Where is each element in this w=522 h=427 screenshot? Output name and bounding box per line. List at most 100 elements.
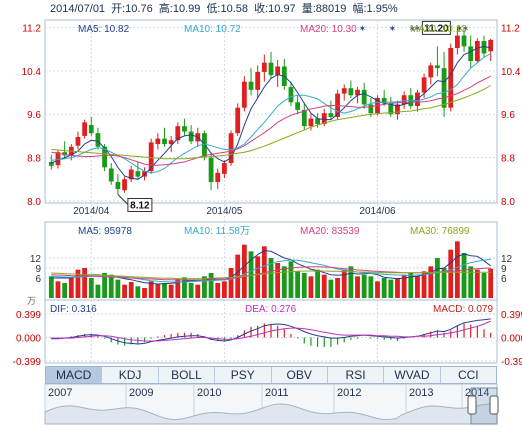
tab-macd[interactable]: MACD — [46, 367, 103, 383]
candle-body — [248, 81, 254, 90]
price-axis-label-right: 8.8 — [501, 154, 515, 165]
tab-wvad[interactable]: WVAD — [384, 367, 441, 383]
candle-body — [315, 118, 320, 124]
candle-body — [321, 113, 327, 124]
volume-bar — [162, 283, 167, 298]
candle-body — [381, 97, 387, 104]
volume-bar — [355, 276, 360, 298]
volume-bar — [281, 266, 287, 298]
indicator-tabs: MACD KDJ BOLL PSY OBV RSI WVAD CCI — [45, 366, 497, 384]
tab-boll[interactable]: BOLL — [159, 367, 216, 383]
volume-bar — [122, 284, 127, 298]
candle-body — [155, 138, 161, 145]
macd-axis-label-right: -0.399 — [501, 357, 522, 368]
low-marker-leader — [117, 194, 129, 205]
price-ma20-label: MA20: 10.30 — [300, 24, 357, 35]
volume-bar — [415, 276, 420, 298]
macd-axis-label-left: 0.000 — [16, 334, 41, 345]
volume-bar — [341, 269, 347, 298]
candle-body — [102, 146, 107, 168]
high-marker-star-icon: ✶ — [414, 23, 422, 33]
candle-body — [88, 125, 94, 134]
volume-bar — [481, 273, 487, 298]
volume-bar — [328, 279, 334, 298]
candle-body — [341, 88, 347, 94]
price-axis-label-right: 9.6 — [501, 110, 515, 121]
macd-axis-label-left: 0.399 — [16, 310, 41, 321]
high-marker-star-icon: ✶ — [409, 23, 417, 33]
price-ma30-line — [51, 85, 491, 160]
quote-high: 高:10.99 — [159, 1, 201, 15]
volume-axis-label-left: 6 — [35, 274, 41, 285]
candle-body — [421, 77, 427, 93]
candle-body — [295, 102, 301, 110]
volume-bar — [155, 284, 161, 298]
candle-body — [162, 138, 167, 145]
candle-body — [215, 172, 221, 183]
candle-body — [168, 140, 174, 145]
low-marker-box — [127, 197, 153, 212]
quote-header: 2014/07/01 开:10.76 高:10.99 低:10.58 收:10.… — [50, 1, 398, 15]
macd-panel — [44, 299, 498, 364]
volume-bar — [128, 282, 134, 298]
volume-bar — [222, 281, 227, 298]
volume-bar — [401, 274, 407, 298]
price-axis-label-left: 9.6 — [27, 110, 41, 121]
volume-bar — [348, 266, 354, 298]
tab-psy[interactable]: PSY — [215, 367, 272, 383]
vol-ma10-label: MA10: 11.58万 — [184, 226, 250, 237]
price-axis-label-right: 11.2 — [501, 23, 520, 34]
price-axis-label-left: 8.0 — [27, 197, 41, 208]
candle-body — [308, 118, 314, 127]
candle-body — [62, 152, 68, 156]
volume-bar — [321, 274, 327, 298]
high-marker-star-icon: ✶ — [456, 23, 464, 33]
candle-body — [128, 169, 134, 180]
candle-body — [255, 71, 261, 90]
volume-bar — [115, 279, 121, 298]
candle-body — [395, 104, 400, 115]
candle-body — [388, 103, 394, 115]
candle-body — [435, 65, 440, 69]
quote-date: 2014/07/01 — [50, 3, 105, 15]
volume-bar — [55, 281, 61, 298]
candle-body — [301, 109, 307, 127]
quote-open: 开:10.76 — [111, 3, 153, 15]
volume-bar — [228, 268, 234, 298]
volume-bar — [441, 268, 447, 298]
tab-obv[interactable]: OBV — [272, 367, 328, 383]
navigator-overview-area — [44, 403, 498, 425]
candle-body — [175, 126, 181, 141]
vol-ma30-label: MA30: 76899 — [410, 226, 470, 237]
date-axis-label: 2014/06 — [359, 206, 396, 217]
macd-label: MACD: 0.079 — [433, 304, 493, 315]
volume-bar — [175, 278, 181, 298]
candle-body — [222, 163, 227, 174]
navigator-year-label: 2009 — [129, 387, 153, 399]
volume-bar — [215, 283, 221, 298]
price-ma5-line — [51, 45, 491, 180]
low-marker-label: 8.12 — [130, 200, 150, 211]
tab-kdj[interactable]: KDJ — [102, 367, 159, 383]
volume-bar — [241, 244, 247, 298]
volume-bar — [135, 286, 141, 298]
high-marker-star-icon: ✶ — [359, 23, 367, 33]
volume-bar — [248, 251, 254, 298]
candle-body — [348, 88, 354, 96]
volume-bar — [261, 246, 267, 298]
volume-bar — [428, 266, 434, 298]
candle-body — [361, 89, 367, 105]
dea-label: DEA: 0.276 — [245, 304, 297, 315]
volume-bar — [448, 249, 454, 298]
candle-body — [461, 35, 467, 47]
volume-axis-label-right: 12 — [501, 254, 513, 265]
candle-body — [288, 87, 294, 103]
candle-body — [208, 157, 214, 183]
candle-body — [95, 133, 101, 147]
price-axis-label-right: 10.4 — [501, 67, 521, 78]
tab-cci[interactable]: CCI — [457, 368, 479, 382]
volume-bar — [361, 274, 367, 298]
dif-label: DIF: 0.316 — [50, 304, 97, 315]
tab-rsi[interactable]: RSI — [328, 367, 385, 383]
price-axis-label-left: 11.2 — [22, 23, 41, 34]
